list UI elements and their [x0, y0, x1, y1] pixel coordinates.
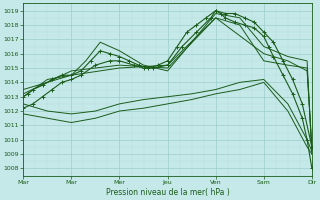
- X-axis label: Pression niveau de la mer( hPa ): Pression niveau de la mer( hPa ): [106, 188, 229, 197]
